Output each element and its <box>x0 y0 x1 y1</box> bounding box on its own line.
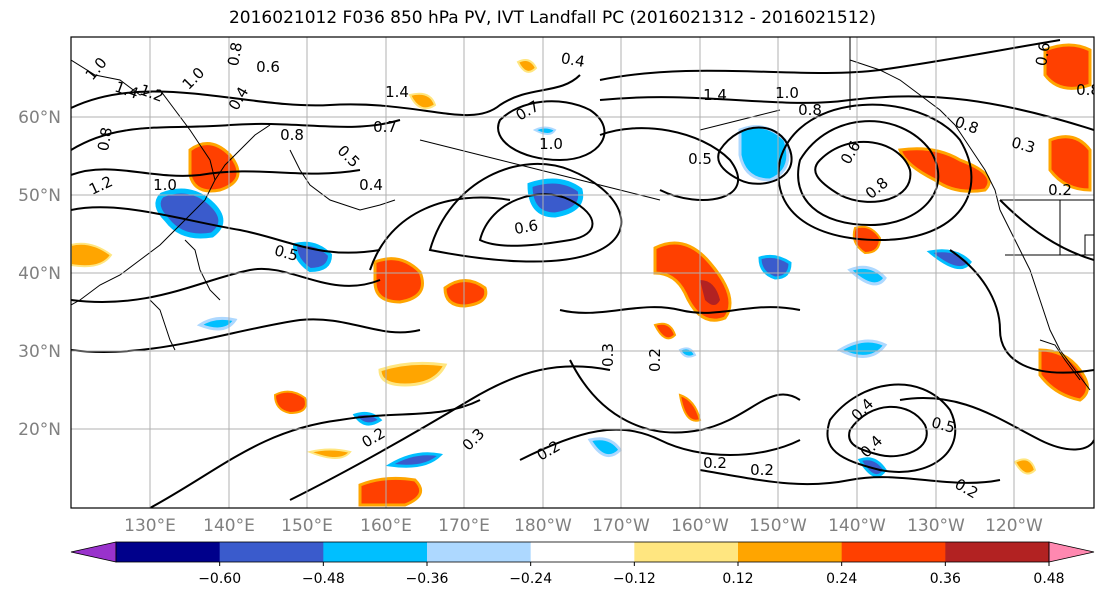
colorbar-swatch <box>634 542 739 562</box>
colorbar-tick-label: −0.60 <box>198 571 241 587</box>
colorbar-swatch <box>219 542 324 562</box>
contour-label: 0.5 <box>688 150 712 168</box>
pv-contours <box>71 39 1094 508</box>
lon-label-150e: 150°E <box>281 516 333 536</box>
contour-label: 0.2 <box>646 348 664 372</box>
colorbar-swatch <box>323 542 428 562</box>
contour-label: 0.2 <box>750 461 774 479</box>
contour-label: 0.6 <box>1032 41 1054 68</box>
contour-label: 0.6 <box>513 216 540 238</box>
latitude-labels: 60°N 50°N 40°N 30°N 20°N <box>18 108 61 440</box>
lat-label-60n: 60°N <box>18 108 61 128</box>
colorbar: −0.60 −0.48 −0.36 −0.24 −0.12 0.12 0.24 0.36 0.4… <box>70 541 1095 587</box>
contour-label: 0.5 <box>272 241 300 265</box>
lon-label-170e: 170°E <box>438 516 490 536</box>
colorbar-swatch <box>427 542 532 562</box>
contour-label: 0.3 <box>1009 133 1037 157</box>
coastlines <box>71 37 1094 391</box>
contour-label: 1.4 <box>703 86 727 104</box>
lon-label-170w: 170°W <box>592 516 650 536</box>
lon-label-130e: 130°E <box>124 516 176 536</box>
map-border <box>70 36 1095 509</box>
contour-label: 0.8 <box>280 126 304 144</box>
colorbar-tick-label: −0.12 <box>613 571 656 587</box>
lat-label-40n: 40°N <box>18 264 61 284</box>
contour-label: 0.8 <box>224 41 246 68</box>
lat-label-30n: 30°N <box>18 342 61 362</box>
colorbar-tick-label: −0.24 <box>509 571 552 587</box>
contour-label: 1.4 <box>385 83 409 101</box>
contour-label: 0.3 <box>599 343 617 367</box>
contour-label: 1.0 <box>539 135 563 153</box>
contour-label: 0.2 <box>703 454 727 472</box>
colorbar-swatch <box>116 542 221 562</box>
colorbar-tick-label: 0.48 <box>1033 571 1064 587</box>
graticule <box>71 37 1094 508</box>
colorbar-swatch <box>738 542 843 562</box>
contour-label: 0.7 <box>373 118 397 136</box>
colorbar-swatch <box>530 542 635 562</box>
colorbar-tick-label: 0.36 <box>930 571 961 587</box>
contour-label: 0.2 <box>1048 181 1072 199</box>
contour-label: 1.0 <box>775 84 799 102</box>
colorbar-frame <box>115 541 1050 563</box>
contour-label: 0.8 <box>1076 81 1100 99</box>
lat-label-50n: 50°N <box>18 186 61 206</box>
contour-label: 1.0 <box>153 176 177 194</box>
colorbar-tick-label: −0.36 <box>406 571 449 587</box>
colorbar-tick-label: −0.48 <box>302 571 345 587</box>
colorbar-swatch <box>841 542 946 562</box>
colorbar-swatch <box>945 542 1050 562</box>
lon-label-130w: 130°W <box>907 516 965 536</box>
contour-label: 0.8 <box>798 101 822 119</box>
colorbar-tick-label: 0.24 <box>826 571 857 587</box>
colorbar-tick-label: 0.12 <box>722 571 753 587</box>
contour-label: 0.5 <box>929 413 957 437</box>
longitude-labels: 130°E 140°E 150°E 160°E 170°E 180°W 170°… <box>124 516 1043 536</box>
lon-label-140e: 140°E <box>203 516 255 536</box>
colorbar-extension-high <box>1048 541 1095 563</box>
lon-label-160e: 160°E <box>360 516 412 536</box>
contour-label: 0.4 <box>560 49 587 71</box>
lon-label-160w: 160°W <box>671 516 729 536</box>
lon-label-120w: 120°W <box>985 516 1043 536</box>
lon-label-150w: 150°W <box>749 516 807 536</box>
map-title: 2016021012 F036 850 hPa PV, IVT Landfall… <box>228 8 876 28</box>
lon-label-140w: 140°W <box>828 516 886 536</box>
lon-label-180w: 180°W <box>514 516 572 536</box>
colorbar-extension-low <box>70 541 117 563</box>
warm-anomaly-shading <box>71 43 1092 507</box>
contour-label: 0.4 <box>359 176 383 194</box>
lat-label-20n: 20°N <box>18 420 61 440</box>
contour-label: 0.8 <box>94 126 116 153</box>
contour-label: 0.6 <box>256 58 280 76</box>
